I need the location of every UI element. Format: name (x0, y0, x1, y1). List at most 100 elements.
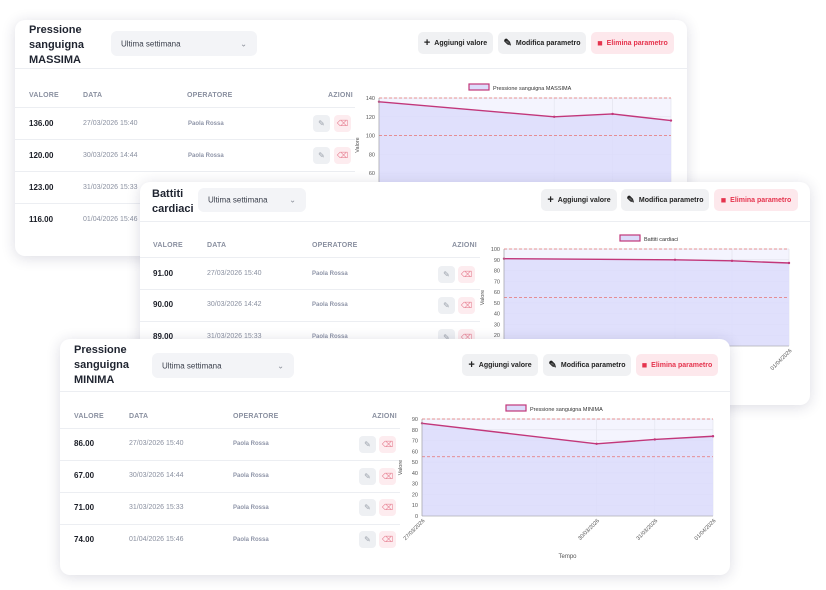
chart-pressione-minima: Pressione sanguigna MINIMA 90 80 70 60 50 40 30… (398, 404, 717, 560)
row-data: 31/03/2026 15:33 (207, 333, 262, 340)
pencil-icon: ✎ (626, 194, 635, 206)
add-value-label: Aggiungi valore (434, 39, 488, 47)
data-point (553, 115, 556, 118)
y-tick-label: 50 (494, 301, 500, 307)
legend-swatch (468, 83, 490, 91)
data-point (611, 112, 614, 116)
edit-row-button[interactable]: ✎ (313, 147, 330, 164)
row-data: 27/03/2026 15:40 (129, 440, 184, 447)
period-select-value: Ultima settimana (208, 195, 268, 205)
chart-battiti-cardiaci: Battiti cardiaci100908070605040302010Val… (480, 234, 793, 372)
row-valore: 116.00 (29, 215, 54, 224)
card-title: Pressione sanguigna MASSIMA (29, 24, 85, 66)
y-tick-label: 20 (494, 333, 500, 339)
delete-parameter-button[interactable]: ■ Elimina parametro (714, 189, 798, 211)
col-data: DATA (83, 92, 103, 99)
period-select[interactable]: Ultima settimana ⌄ (152, 353, 294, 378)
delete-row-button[interactable]: ⌫ (379, 436, 396, 453)
delete-row-button[interactable]: ⌫ (458, 297, 475, 314)
edit-parameter-button[interactable]: ✎ Modifica parametro (543, 354, 631, 376)
y-tick-label: 80 (369, 152, 375, 158)
pencil-icon: ✎ (443, 270, 450, 279)
y-tick-label: 90 (494, 258, 500, 264)
period-select-value: Ultima settimana (162, 361, 222, 370)
series-area (379, 101, 671, 192)
row-valore: 136.00 (29, 119, 54, 128)
edit-row-button[interactable]: ✎ (359, 499, 376, 516)
period-select[interactable]: Ultima settimana ⌄ (111, 31, 257, 56)
row-divider (15, 171, 355, 172)
trash-icon: ⌫ (460, 270, 473, 279)
col-data: DATA (207, 242, 227, 249)
delete-row-button[interactable]: ⌫ (379, 468, 396, 485)
row-valore: 86.00 (74, 439, 95, 448)
row-divider (140, 289, 480, 290)
pencil-icon: ✎ (318, 119, 325, 128)
chevron-down-icon: ⌄ (277, 361, 284, 370)
row-valore: 90.00 (153, 300, 174, 309)
edit-row-button[interactable]: ✎ (313, 115, 330, 132)
period-select-value: Ultima settimana (121, 39, 181, 48)
pencil-icon: ✎ (364, 440, 371, 449)
edit-row-button[interactable]: ✎ (438, 266, 455, 283)
pencil-icon: ✎ (364, 535, 371, 544)
row-divider (60, 524, 400, 525)
trash-icon: ■ (641, 360, 648, 370)
period-select[interactable]: Ultima settimana ⌄ (198, 188, 306, 212)
add-value-button[interactable]: + Aggiungi valore (541, 189, 617, 211)
y-tick-label: 100 (366, 134, 375, 140)
series-area (504, 258, 789, 346)
trash-icon: ⌫ (381, 503, 394, 512)
legend-swatch (505, 404, 527, 412)
y-axis-label: Valore (355, 137, 361, 153)
col-azioni: AZIONI (328, 92, 353, 99)
y-tick-label: 80 (494, 269, 500, 275)
plus-icon: + (468, 359, 475, 371)
trash-icon: ⌫ (381, 472, 394, 481)
add-value-button[interactable]: + Aggiungi valore (418, 32, 493, 54)
y-tick-label: 70 (494, 279, 500, 285)
delete-parameter-button[interactable]: ■ Elimina parametro (636, 354, 718, 376)
series-line (421, 422, 714, 445)
col-operatore: OPERATORE (187, 92, 233, 99)
trash-icon: ■ (720, 195, 727, 205)
row-operatore: Paola Rossa (188, 121, 224, 127)
row-valore: 120.00 (29, 151, 54, 160)
y-tick-label: 40 (412, 471, 418, 477)
delete-row-button[interactable]: ⌫ (379, 499, 396, 516)
row-data: 01/04/2026 15:46 (83, 216, 138, 223)
series-line (503, 258, 790, 264)
add-value-button[interactable]: + Aggiungi valore (462, 354, 538, 376)
edit-parameter-label: Modifica parametro (560, 361, 626, 369)
delete-row-button[interactable]: ⌫ (334, 147, 351, 164)
x-tick-label: 30/03/2026 (577, 518, 601, 542)
edit-row-button[interactable]: ✎ (359, 436, 376, 453)
y-tick-label: 10 (412, 503, 418, 509)
row-data: 30/03/2026 14:44 (129, 472, 184, 479)
y-axis-label: Valore (398, 460, 404, 476)
edit-row-button[interactable]: ✎ (359, 468, 376, 485)
edit-row-button[interactable]: ✎ (438, 297, 455, 314)
delete-parameter-label: Elimina parametro (651, 361, 713, 369)
edit-parameter-button[interactable]: ✎ Modifica parametro (498, 32, 586, 54)
row-valore: 74.00 (74, 535, 95, 544)
col-data: DATA (129, 413, 149, 420)
col-valore: VALORE (29, 92, 59, 99)
y-tick-label: 120 (366, 115, 375, 121)
row-operatore: Paola Rossa (233, 441, 269, 447)
delete-row-button[interactable]: ⌫ (379, 531, 396, 548)
row-data: 31/03/2026 15:33 (129, 504, 184, 511)
delete-row-button[interactable]: ⌫ (334, 115, 351, 132)
card-title: Pressione sanguigna MINIMA (74, 344, 130, 386)
row-divider (15, 107, 355, 108)
edit-parameter-button[interactable]: ✎ Modifica parametro (621, 189, 709, 211)
y-tick-label: 30 (412, 482, 418, 488)
header-divider (15, 68, 687, 69)
edit-row-button[interactable]: ✎ (359, 531, 376, 548)
delete-row-button[interactable]: ⌫ (458, 266, 475, 283)
data-point (711, 435, 715, 438)
delete-parameter-button[interactable]: ■ Elimina parametro (591, 32, 674, 54)
card-pressione-minima: Pressione sanguigna MINIMA Ultima settiman… (60, 339, 730, 575)
data-point (730, 259, 734, 263)
trash-icon: ⌫ (336, 119, 349, 128)
